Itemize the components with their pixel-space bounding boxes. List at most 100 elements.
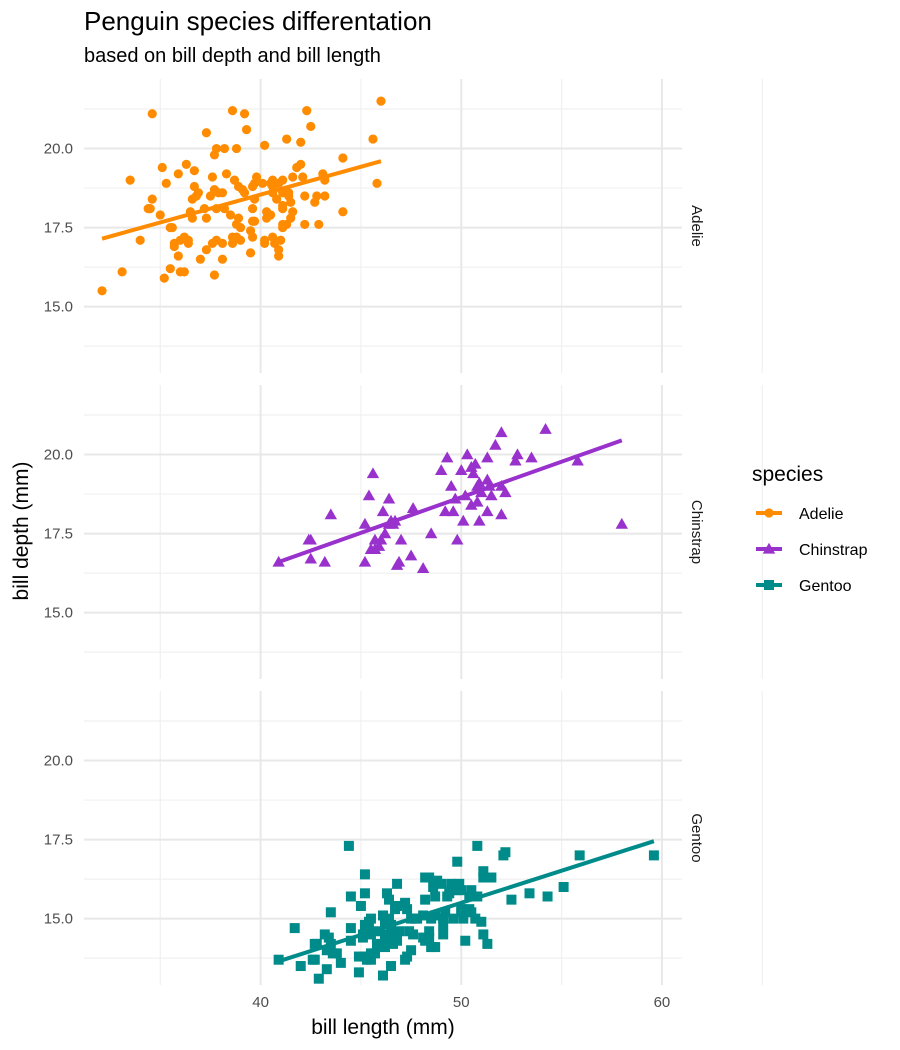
- y-tick-label: 20.0: [44, 447, 73, 464]
- x-tick-label: 40: [252, 994, 269, 1011]
- data-point: [167, 222, 177, 233]
- data-point: [296, 137, 306, 147]
- legend-item-gentoo: Gentoo: [756, 578, 852, 595]
- x-tick-label: 60: [654, 994, 671, 1011]
- y-tick-label: 15.0: [44, 911, 73, 928]
- data-point: [161, 178, 171, 188]
- data-point: [452, 856, 463, 867]
- legend-title: species: [752, 463, 823, 486]
- data-point: [439, 505, 452, 517]
- data-point: [324, 508, 338, 520]
- data-point: [295, 961, 306, 972]
- y-tick-label: 15.0: [44, 299, 73, 316]
- legend-label: Gentoo: [799, 578, 852, 595]
- data-point: [495, 426, 508, 438]
- data-point: [343, 840, 354, 851]
- data-point: [380, 929, 391, 940]
- y-tick-label: 15.0: [44, 605, 73, 622]
- data-point: [384, 894, 395, 905]
- data-point: [525, 451, 538, 463]
- data-point: [362, 489, 376, 501]
- data-point: [189, 166, 199, 176]
- data-point: [286, 197, 296, 207]
- data-point: [207, 172, 218, 182]
- data-point: [478, 866, 489, 877]
- data-point: [615, 517, 628, 529]
- data-point: [278, 200, 288, 211]
- data-point: [378, 910, 388, 921]
- facet-panel-gentoo: 15.0 17.5 20.0 Gentoo: [44, 691, 763, 985]
- data-point: [486, 872, 497, 883]
- data-point: [323, 932, 334, 943]
- data-point: [135, 235, 145, 245]
- legend-label: Chinstrap: [799, 542, 868, 559]
- data-point: [239, 188, 250, 198]
- data-point: [235, 235, 246, 245]
- data-point: [454, 878, 465, 889]
- data-point: [311, 938, 322, 949]
- data-point: [424, 527, 438, 539]
- data-point: [478, 929, 489, 940]
- data-point: [201, 213, 212, 223]
- data-point: [209, 270, 220, 280]
- data-point: [358, 555, 372, 567]
- data-point: [217, 188, 228, 198]
- data-point: [441, 451, 454, 463]
- data-point: [511, 448, 524, 460]
- data-point: [392, 555, 406, 567]
- data-point: [420, 894, 431, 905]
- data-point: [260, 140, 270, 150]
- data-point: [438, 929, 449, 940]
- data-point: [406, 502, 420, 513]
- data-point: [416, 562, 430, 574]
- data-point: [436, 878, 447, 889]
- legend-marker: [764, 508, 774, 518]
- facet-panels: 15.017.520.0Adelie15.017.520.0Chinstrap1…: [44, 79, 763, 1011]
- data-point: [571, 454, 584, 466]
- data-point: [227, 106, 238, 116]
- data-point: [345, 891, 356, 902]
- data-point: [430, 891, 441, 902]
- data-point: [473, 514, 486, 526]
- data-point: [365, 929, 376, 940]
- data-point: [424, 926, 435, 937]
- facet-strip-label: Chinstrap: [688, 500, 705, 564]
- data-point: [181, 159, 191, 169]
- data-point: [368, 134, 378, 144]
- data-point: [394, 926, 405, 937]
- data-point: [382, 888, 393, 899]
- data-point: [369, 948, 380, 959]
- data-point: [125, 175, 135, 185]
- data-point: [467, 467, 480, 479]
- legend-label: Adelie: [799, 506, 844, 523]
- data-point: [195, 254, 205, 264]
- data-point: [159, 273, 169, 283]
- data-point: [358, 517, 372, 529]
- data-point: [542, 891, 553, 902]
- data-point: [402, 904, 413, 915]
- data-point: [365, 913, 376, 924]
- data-point: [211, 143, 222, 154]
- data-point: [485, 489, 498, 501]
- data-point: [278, 175, 288, 185]
- data-point: [304, 533, 317, 545]
- data-point: [394, 533, 408, 545]
- data-point: [231, 143, 242, 154]
- data-point: [392, 935, 403, 946]
- trend-line: [101, 159, 382, 241]
- data-point: [424, 872, 435, 883]
- data-point: [509, 454, 522, 466]
- legend: species Adelie Chinstrap Gentoo: [752, 463, 868, 595]
- data-point: [457, 514, 470, 526]
- data-point: [424, 932, 435, 943]
- data-point: [312, 191, 322, 201]
- data-point: [460, 935, 471, 946]
- data-point: [402, 951, 413, 962]
- data-point: [376, 96, 386, 106]
- data-point: [506, 894, 517, 905]
- data-point: [372, 540, 386, 551]
- data-point: [558, 882, 569, 892]
- y-tick-label: 20.0: [44, 753, 73, 770]
- data-point: [201, 128, 212, 138]
- data-point: [331, 948, 342, 959]
